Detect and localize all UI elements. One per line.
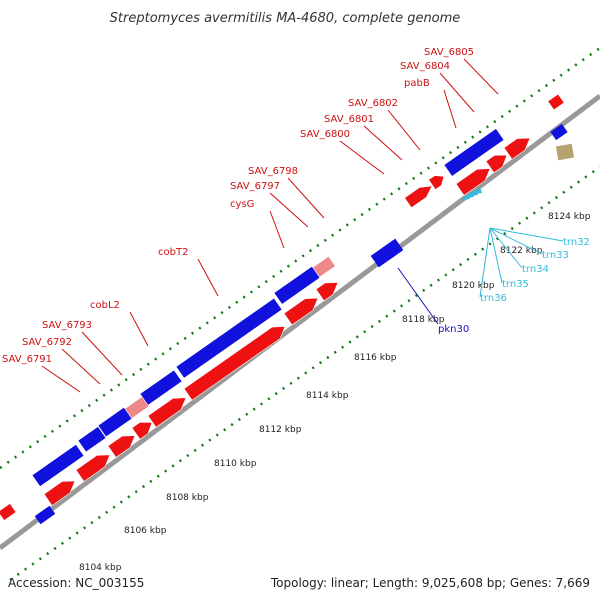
trna-label[interactable]: trn33 xyxy=(542,250,569,261)
scale-tick-label: 8124 kbp xyxy=(548,212,591,222)
forward-gene-11[interactable] xyxy=(503,137,531,160)
trna-arrow-3[interactable] xyxy=(470,189,478,196)
gene-label-leader xyxy=(439,72,475,113)
gene-label[interactable]: SAV_6791 xyxy=(2,354,52,365)
forward-gene-small[interactable] xyxy=(548,94,564,110)
gene-label[interactable]: SAV_6801 xyxy=(324,114,374,125)
scale-tick-label: 8110 kbp xyxy=(214,459,257,469)
trna-arrow-1[interactable] xyxy=(462,193,470,200)
forward-gene-10[interactable] xyxy=(485,154,508,174)
scale-tick-label: 8120 kbp xyxy=(452,281,495,291)
reverse-gene-4[interactable] xyxy=(139,369,183,406)
gene-label[interactable]: SAV_6804 xyxy=(400,61,450,72)
genome-summary-text: Topology: linear; Length: 9,025,608 bp; … xyxy=(270,576,590,590)
pkn30-gene[interactable] xyxy=(370,238,404,268)
gene-label[interactable]: SAV_6798 xyxy=(248,166,298,177)
scale-tick-label: 8104 kbp xyxy=(79,563,122,573)
gene-label-leader xyxy=(61,348,101,385)
genome-backbone xyxy=(0,94,600,550)
reverse-gene-5[interactable] xyxy=(175,297,283,379)
gene-label-leader xyxy=(287,177,325,219)
trna-label[interactable]: trn32 xyxy=(563,237,590,248)
scale-tick-label: 8112 kbp xyxy=(259,425,302,435)
gene-label-leader xyxy=(129,311,149,347)
trna-label[interactable]: trn34 xyxy=(522,264,549,275)
gene-label-leader xyxy=(197,258,219,297)
trna-label-leader xyxy=(489,227,543,255)
gene-label[interactable]: SAV_6802 xyxy=(348,98,398,109)
gene-label[interactable]: SAV_6797 xyxy=(230,181,280,192)
trna-label-leader xyxy=(479,227,491,298)
gene-label-leader xyxy=(339,140,385,175)
left-edge-reverse-gene[interactable] xyxy=(34,505,56,525)
forward-gene-9[interactable] xyxy=(455,168,491,196)
gene-label-leader xyxy=(269,210,285,249)
gene-label-leader xyxy=(269,192,309,228)
forward-gene-1[interactable] xyxy=(43,480,76,507)
tick-layer: 8104 kbp 8106 kbp 8108 kbp 8110 kbp 8112 kbp… xyxy=(79,212,591,573)
gene-label[interactable]: SAV_6793 xyxy=(42,320,92,331)
leader-layer xyxy=(41,58,564,393)
forward-gene-6[interactable] xyxy=(183,326,286,401)
scale-tick-label: 8106 kbp xyxy=(124,526,167,536)
gene-label-leader xyxy=(443,89,457,129)
forward-gene-4[interactable] xyxy=(131,421,153,440)
gene-label[interactable]: SAV_6800 xyxy=(300,129,350,140)
left-edge-forward-gene[interactable] xyxy=(0,503,16,521)
gene-layer xyxy=(0,94,575,525)
forward-gene-5[interactable] xyxy=(147,397,187,428)
lower-scale-line xyxy=(9,165,600,582)
gene-label[interactable]: pabB xyxy=(404,78,430,89)
forward-gene-8[interactable] xyxy=(315,282,339,302)
reverse-gene-7[interactable] xyxy=(443,128,505,177)
trna-arrow-2[interactable] xyxy=(466,191,474,198)
upper-scale-line xyxy=(0,46,600,470)
reverse-gene-1[interactable] xyxy=(31,443,85,488)
trna-label-leader xyxy=(489,227,564,242)
gene-label[interactable]: SAV_6792 xyxy=(22,337,72,348)
scale-tick-label: 8116 kbp xyxy=(354,353,397,363)
upper-forward-gene-1[interactable] xyxy=(404,185,433,209)
accession-text: Accession: NC_003155 xyxy=(8,576,144,590)
scale-tick-label: 8114 kbp xyxy=(306,391,349,401)
gene-label[interactable]: cobL2 xyxy=(90,300,120,311)
scale-tick-label: 8122 kbp xyxy=(500,246,543,256)
scale-tick-label: 8118 kbp xyxy=(402,315,445,325)
reverse-gene-2[interactable] xyxy=(77,426,107,453)
scale-tick-label: 8108 kbp xyxy=(166,493,209,503)
gene-label[interactable]: SAV_6805 xyxy=(424,47,474,58)
misc-feature[interactable] xyxy=(555,143,575,161)
gene-label[interactable]: cysG xyxy=(230,199,254,210)
trna-arrow-4[interactable] xyxy=(474,187,482,194)
map-title: Streptomyces avermitilis MA-4680, comple… xyxy=(110,11,461,26)
reverse-gene-3[interactable] xyxy=(97,406,133,438)
label-layer: SAV_6791 SAV_6792 SAV_6793 cobL2 cobT2 cysG SA… xyxy=(2,47,590,365)
pkn30-label[interactable]: pkn30 xyxy=(438,324,469,335)
forward-gene-7[interactable] xyxy=(283,297,319,326)
trna-label[interactable]: trn36 xyxy=(480,293,507,304)
gene-label-leader xyxy=(387,109,421,151)
forward-gene-2[interactable] xyxy=(75,454,111,482)
upper-forward-gene-2[interactable] xyxy=(428,175,445,191)
pkn30-leader xyxy=(397,267,439,325)
trna-label-leader xyxy=(489,227,523,269)
trna-label-leader xyxy=(489,227,503,284)
gene-label-leader xyxy=(363,125,403,161)
gene-label[interactable]: cobT2 xyxy=(158,247,188,258)
gene-label-leader xyxy=(463,58,499,95)
reverse-gene-small[interactable] xyxy=(550,123,568,141)
forward-gene-3[interactable] xyxy=(107,435,136,458)
gene-label-leader xyxy=(81,331,123,376)
gene-label-leader xyxy=(41,365,81,393)
trna-label[interactable]: trn35 xyxy=(502,279,529,290)
reverse-gene-6[interactable] xyxy=(273,265,321,305)
